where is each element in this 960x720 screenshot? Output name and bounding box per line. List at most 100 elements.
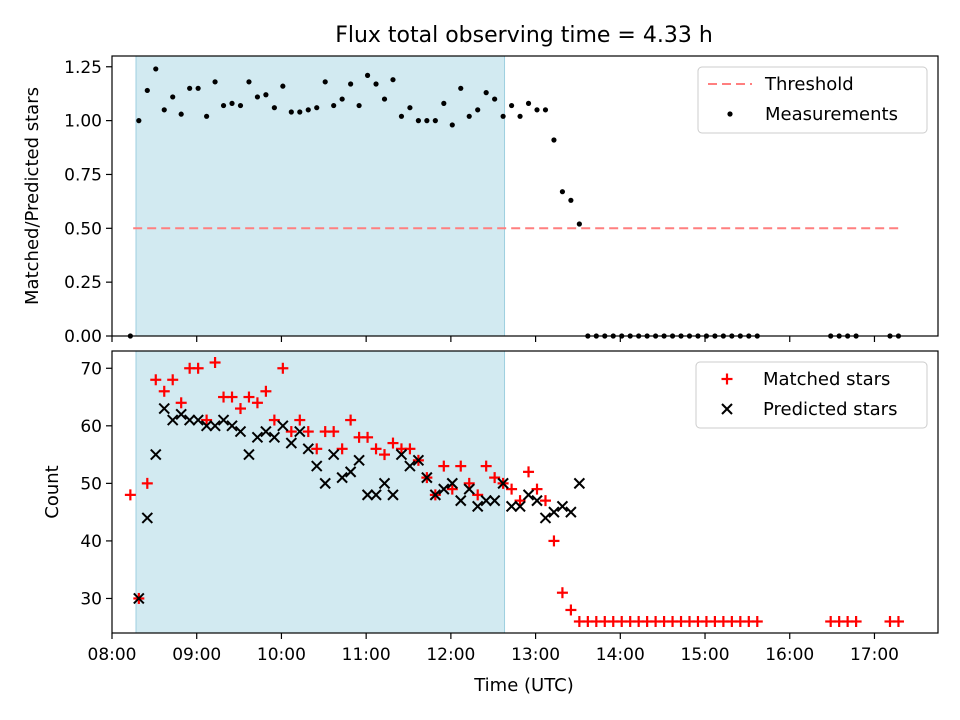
measurement-point	[508, 102, 515, 109]
measurement-point	[271, 105, 277, 111]
predicted-star-point	[463, 483, 475, 495]
measurement-point	[483, 90, 489, 96]
predicted-star-point-b	[565, 506, 577, 518]
measurement-point	[280, 83, 286, 89]
matched-star-point	[234, 403, 246, 415]
bottom-y-axis-label: Count	[42, 465, 63, 518]
predicted-star-point-b	[183, 414, 196, 426]
measurement-point	[153, 66, 159, 72]
predicted-star-point-b	[226, 420, 238, 432]
predicted-star-point-b	[141, 512, 154, 524]
matched-star-point	[455, 460, 467, 472]
matched-star-point	[209, 357, 221, 369]
predicted-star-point	[497, 477, 509, 490]
measurement-point	[551, 137, 557, 143]
measurement-point	[246, 79, 252, 85]
matched-star-points	[124, 357, 904, 627]
predicted-star-point-b	[556, 500, 569, 513]
top-y-axis-label: Matched/Predicted stars	[22, 87, 43, 305]
matched-star-point	[345, 414, 357, 426]
x-tick-label: 12:00	[426, 645, 475, 665]
predicted-star-point-b	[455, 494, 467, 507]
predicted-star-point-b	[251, 431, 264, 444]
top-panel: 0.00 0.25 0.50 0.75 1.00 1.25 Matched/Predict…	[22, 55, 939, 347]
matched-star-point	[251, 397, 263, 409]
predicted-star-point	[387, 489, 399, 501]
predicted-star-point	[217, 414, 230, 426]
predicted-star-point	[192, 414, 204, 426]
predicted-star-point	[141, 512, 154, 524]
predicted-star-point-b	[480, 494, 492, 507]
measurement-point	[195, 85, 201, 91]
measurement-point	[212, 79, 218, 85]
measurement-point	[229, 100, 235, 106]
x-tick-label: 15:00	[681, 645, 730, 665]
matched-star-point	[328, 426, 340, 438]
predicted-star-point-b	[404, 460, 416, 472]
x-tick-label: 11:00	[342, 645, 391, 665]
measurement-point	[534, 107, 540, 113]
measurement-point	[398, 113, 405, 119]
predicted-star-point-b	[268, 431, 281, 444]
bottom-legend: Matched stars Predicted stars	[695, 361, 928, 429]
top-observing-window	[135, 55, 506, 337]
predicted-star-point-b	[133, 592, 145, 605]
matched-star-point	[158, 385, 170, 397]
matched-star-point	[539, 495, 551, 507]
predicted-star-point	[251, 431, 264, 444]
predicted-star-point-b	[395, 448, 408, 461]
measurement-point	[161, 107, 167, 113]
measurement-point	[170, 94, 176, 100]
predicted-star-point-b	[167, 414, 179, 426]
matched-star-point	[556, 587, 568, 599]
measurement-point	[390, 77, 396, 83]
x-tick-label: 16:00	[765, 645, 814, 665]
predicted-star-point-b	[421, 471, 433, 484]
predicted-star-point	[480, 494, 492, 507]
predicted-star-point-b	[260, 425, 272, 438]
legend-x-marker-b	[721, 403, 733, 415]
measurement-point	[458, 85, 464, 91]
predicted-star-point-b	[548, 506, 560, 518]
predicted-star-point	[260, 425, 272, 438]
predicted-star-point	[421, 471, 433, 484]
predicted-star-point-b	[531, 494, 543, 507]
top-y-tick-label: 1.00	[64, 112, 102, 132]
predicted-star-point	[209, 420, 221, 432]
bottom-panel: 30 40 50 60 70 08:00 09:00 10:00 11:00 12:00 13:0…	[42, 350, 939, 696]
matched-star-point	[523, 466, 535, 478]
measurement-point	[204, 113, 210, 119]
measurement-point	[407, 105, 413, 111]
measurement-point	[466, 113, 472, 119]
measurement-point	[381, 96, 388, 102]
matched-star-point	[260, 385, 272, 397]
predicted-star-point	[294, 425, 306, 438]
measurement-point	[568, 197, 574, 203]
matched-star-point	[226, 391, 238, 403]
x-tick-label: 14:00	[596, 645, 645, 665]
predicted-star-point-b	[294, 425, 306, 438]
measurement-point	[373, 81, 379, 87]
matched-star-point	[480, 460, 492, 472]
top-axes-frame	[111, 55, 939, 337]
predicted-star-point-b	[319, 477, 331, 490]
predicted-star-point	[370, 489, 382, 501]
matched-star-point	[362, 431, 374, 443]
legend-threshold-label: Threshold	[764, 74, 854, 95]
predicted-star-point	[336, 471, 348, 484]
bottom-y-tick-label: 40	[80, 532, 102, 552]
matched-star-point	[302, 426, 314, 438]
predicted-star-point-b	[243, 448, 255, 461]
measurement-point	[322, 79, 328, 85]
predicted-star-point	[200, 420, 213, 432]
measurement-point	[576, 221, 582, 227]
predicted-star-point	[446, 477, 458, 490]
predicted-star-point	[455, 494, 467, 507]
predicted-star-point-b	[234, 425, 247, 438]
bottom-axes-frame	[111, 350, 939, 634]
predicted-star-point-b	[209, 420, 221, 432]
predicted-star-point	[158, 402, 170, 415]
predicted-star-point-b	[446, 477, 458, 490]
top-y-tick-label: 0.75	[64, 165, 102, 185]
predicted-star-point-b	[200, 420, 213, 432]
